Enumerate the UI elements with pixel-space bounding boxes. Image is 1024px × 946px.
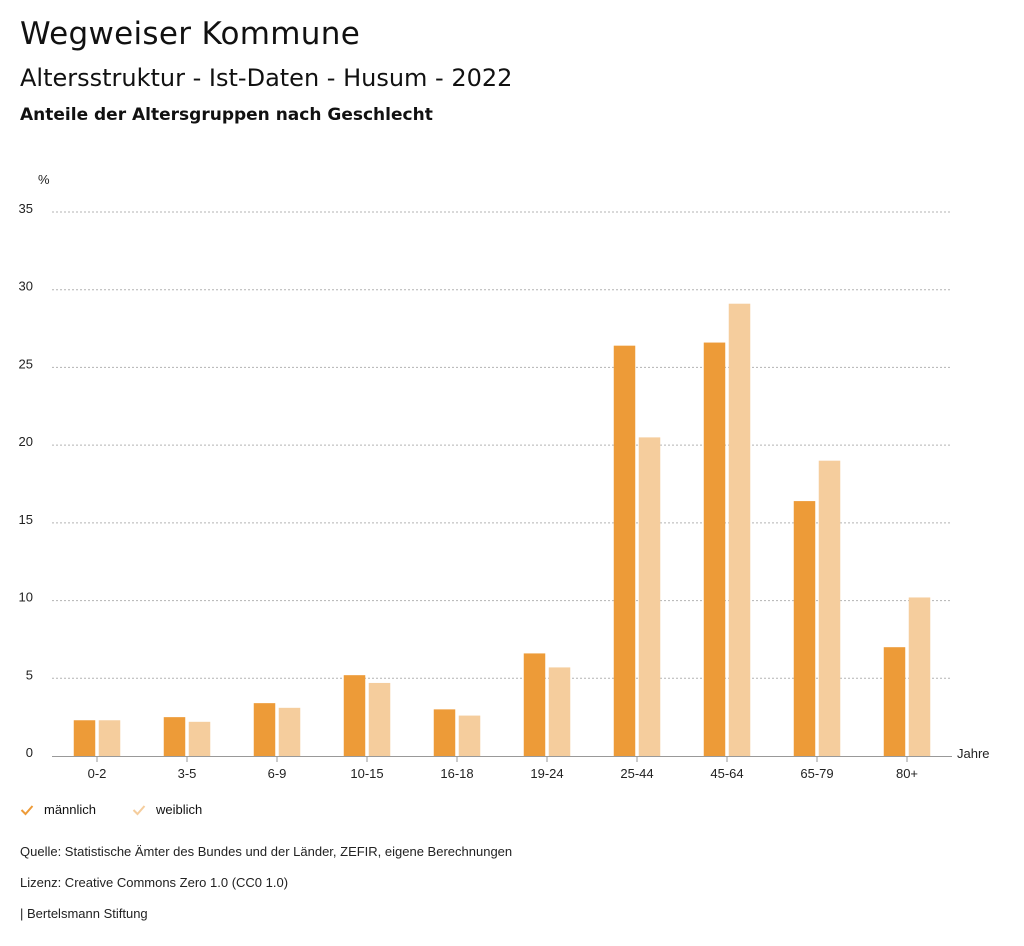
bar-weiblich — [908, 597, 931, 756]
bar-maennlich — [73, 720, 96, 756]
x-tick-label: 45-64 — [710, 766, 743, 781]
check-icon — [20, 804, 34, 815]
bar-maennlich — [613, 345, 636, 756]
y-tick-label: 20 — [19, 434, 33, 449]
bar-chart: 0 5 10 15 20 25 30 35% Jahre 0-2 3-5 6-9 10-15 16-18 1… — [19, 172, 990, 781]
x-tick-label: 3-5 — [178, 766, 197, 781]
license-note: Lizenz: Creative Commons Zero 1.0 (CC0 1… — [20, 875, 289, 890]
y-tick-label: 0 — [26, 745, 33, 760]
source-note: Quelle: Statistische Ämter des Bundes un… — [20, 844, 513, 859]
y-tick-label: 10 — [19, 590, 33, 605]
bar-maennlich — [523, 653, 546, 756]
x-tick-label: 25-44 — [620, 766, 653, 781]
bar-weiblich — [368, 682, 391, 756]
chart-legend: männlich weiblich — [20, 802, 202, 817]
x-tick-label: 16-18 — [440, 766, 473, 781]
check-icon — [132, 804, 146, 815]
bar-weiblich — [728, 303, 751, 756]
x-tick-label: 6-9 — [268, 766, 287, 781]
bar-maennlich — [793, 501, 816, 756]
bar-weiblich — [188, 721, 211, 756]
legend-label-maennlich: männlich — [44, 802, 97, 817]
publisher-note: | Bertelsmann Stiftung — [20, 906, 148, 921]
bar-weiblich — [278, 707, 301, 756]
y-tick-label: 35 — [19, 201, 33, 216]
bar-maennlich — [883, 647, 906, 756]
bar-weiblich — [548, 667, 571, 756]
x-tick-label: 10-15 — [350, 766, 383, 781]
x-tick-label: 19-24 — [530, 766, 563, 781]
x-tick-label: 80+ — [896, 766, 918, 781]
y-axis-label: % — [38, 172, 50, 187]
bar-weiblich — [458, 715, 481, 756]
bar-maennlich — [253, 703, 276, 756]
bar-maennlich — [163, 717, 186, 756]
legend-item-maennlich[interactable]: männlich — [20, 802, 96, 817]
x-tick-label: 0-2 — [88, 766, 107, 781]
x-tick-label: 65-79 — [800, 766, 833, 781]
x-axis-label: Jahre — [957, 746, 990, 761]
bar-weiblich — [98, 720, 121, 756]
page-title: Wegweiser Kommune — [20, 16, 361, 52]
bar-maennlich — [343, 675, 366, 756]
page-subtitle: Altersstruktur - Ist-Daten - Husum - 202… — [20, 64, 513, 92]
chart-title: Anteile der Altersgruppen nach Geschlech… — [20, 105, 433, 125]
bar-weiblich — [818, 460, 841, 756]
bar-weiblich — [638, 437, 661, 756]
bar-maennlich — [433, 709, 456, 756]
legend-label-weiblich: weiblich — [156, 802, 203, 817]
y-tick-label: 5 — [26, 667, 33, 682]
bar-maennlich — [703, 342, 726, 756]
y-tick-label: 30 — [19, 279, 33, 294]
y-tick-label: 25 — [19, 356, 33, 371]
legend-item-weiblich[interactable]: weiblich — [132, 802, 202, 817]
y-tick-label: 15 — [19, 512, 33, 527]
